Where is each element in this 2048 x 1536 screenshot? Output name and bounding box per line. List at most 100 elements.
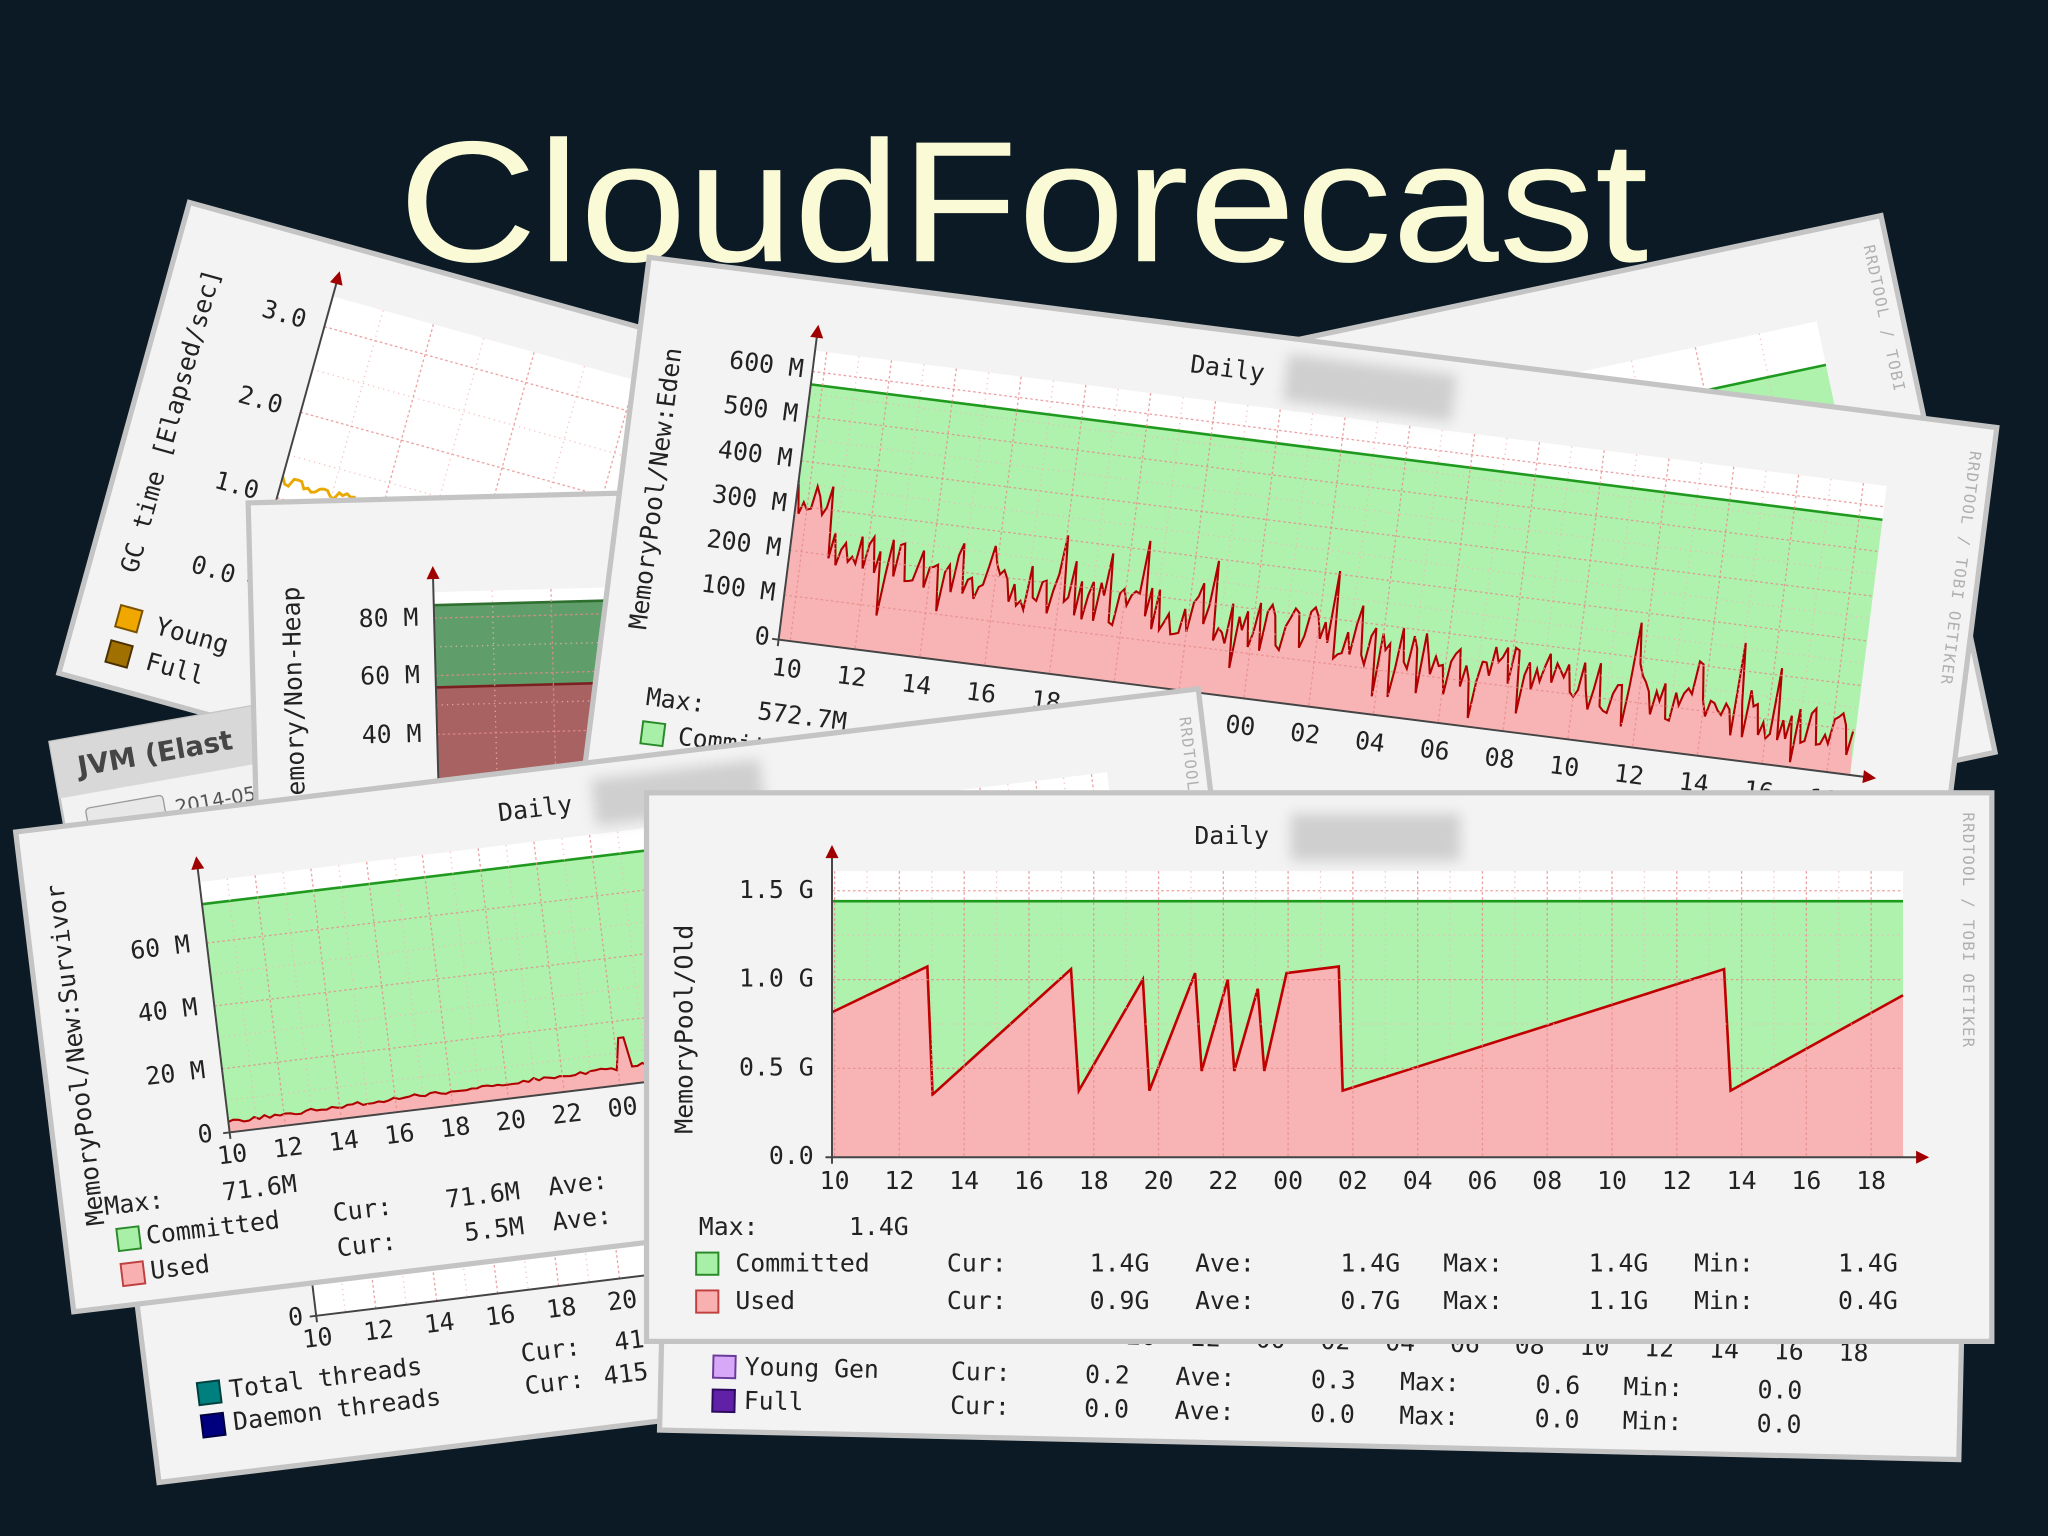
grid-line [801, 460, 1873, 597]
grid-line [310, 868, 342, 1119]
axis-arrow [426, 565, 440, 580]
legend-swatch [711, 1354, 737, 1380]
legend-stat-value: 0.4G [1838, 1286, 1898, 1315]
legend-label: Used [149, 1249, 212, 1285]
grid-line [1372, 425, 1411, 715]
grid-line [282, 871, 314, 1123]
legend-stat-key: Max: [1399, 1401, 1459, 1431]
legend-stat-key: Cur: [947, 1286, 1007, 1315]
legend-label: Full [744, 1386, 804, 1416]
grid-line [1113, 392, 1152, 683]
rrdtool-credit: RRDTOOL / TOBI OETIKER [1959, 812, 1978, 1048]
y-tick-label: 20 M [144, 1055, 207, 1091]
x-tick-label: 10 [770, 652, 803, 685]
grid-line [919, 368, 957, 658]
legend-stat-key: Cur: [947, 1248, 1007, 1277]
legend-swatch [119, 1260, 147, 1288]
x-tick-label: 18 [1079, 1166, 1109, 1195]
grid-line [1048, 384, 1087, 674]
legend-stat-key: Max: [1443, 1286, 1503, 1315]
y-tick-label: 60 M [360, 660, 420, 691]
y-tick-label: 0.0 [769, 1141, 814, 1170]
y-tick-label: 0.5 G [739, 1052, 814, 1081]
x-tick-label: 22 [1208, 1166, 1238, 1195]
grid-line [854, 360, 893, 650]
redacted-host [1282, 353, 1458, 422]
y-axis [776, 335, 819, 647]
legend-stat-key: Min: [1694, 1286, 1754, 1315]
graph-panel: 1.5 G1.0 G0.5 G0.010 12 14 16 18 20 22 00 02 04 06… [643, 790, 1995, 1344]
axis-arrow [329, 271, 343, 286]
x-tick-label: 16 [1791, 1166, 1821, 1195]
grid-line [561, 838, 593, 1089]
x-tick-label: 14 [949, 1166, 979, 1195]
legend-stat-key: Ave: [546, 1166, 609, 1202]
legend-stat-key: Cur: [335, 1227, 398, 1263]
legend-label: Young Gen [744, 1352, 879, 1384]
x-tick-label: 18 [439, 1111, 472, 1143]
x-tick-label: 10 [216, 1138, 249, 1170]
x-tick-label: 18 [1856, 1166, 1886, 1195]
grid-line [1631, 458, 1670, 748]
legend-stat-value: 0.0 [1757, 1375, 1802, 1405]
y-tick-label: 60 M [129, 929, 192, 965]
legend-stat-value: 5.5M [463, 1211, 526, 1247]
legend-swatch [695, 1251, 720, 1276]
legend-stat-value: 0.9G [1090, 1286, 1150, 1315]
legend-swatch [639, 720, 667, 748]
grid-line [393, 858, 426, 1109]
grid-line [533, 841, 565, 1092]
legend-stat-value: 1.4G [1340, 1248, 1400, 1277]
legend-stat-key: Cur: [519, 1332, 582, 1368]
grid-line [1307, 417, 1346, 707]
axis-arrow [1916, 1150, 1930, 1164]
used-area [778, 480, 1854, 776]
grid-line [1567, 450, 1605, 740]
x-tick-label: 10 [820, 1166, 850, 1195]
x-tick-label: 06 [1418, 734, 1451, 767]
legend-stat-key: Ave: [1174, 1396, 1234, 1426]
y-axis-label: MemoryPool/Old [670, 925, 699, 1134]
y-tick-label: 40 M [361, 719, 421, 750]
committed-area [778, 384, 1883, 776]
grid-line [795, 504, 1868, 642]
x-tick-label: 22 [550, 1098, 583, 1130]
x-tick-label: 14 [900, 668, 933, 701]
slide-title: CloudForecast [398, 105, 1648, 298]
used-area [832, 966, 1904, 1158]
committed-line [810, 383, 1883, 522]
legend-stat-value: 0.0 [1534, 1404, 1579, 1434]
grid-line [254, 875, 287, 1126]
legend-label: Used [735, 1286, 795, 1315]
grid-line [789, 549, 1862, 687]
x-tick-label: 12 [362, 1314, 395, 1346]
legend-stat-value: 41 [613, 1324, 646, 1356]
legend-stat-key: Min: [1622, 1406, 1682, 1436]
legend-swatch [115, 1225, 143, 1253]
axis-arrow [1862, 770, 1877, 784]
grid-line [1696, 466, 1735, 756]
max-label: Max: [103, 1185, 166, 1221]
y-axis-label: Memory/Non-Heap [276, 586, 311, 811]
x-tick-label: 12 [1662, 1166, 1692, 1195]
grid-line [1761, 474, 1800, 764]
x-tick-label: 16 [383, 1118, 416, 1150]
legend-stat-value: 1.4G [1090, 1248, 1150, 1277]
legend-stat-key: Max: [1443, 1248, 1503, 1277]
legend-stat-value: 0.6 [1535, 1370, 1580, 1400]
graph-title: Daily [1194, 821, 1269, 850]
max-value: 1.4G [849, 1212, 909, 1241]
y-tick-label: 0 [286, 1302, 304, 1333]
x-tick-label: 14 [1727, 1166, 1757, 1195]
grid-line [784, 594, 1856, 731]
legend-stat-key: Ave: [1195, 1248, 1255, 1277]
legend-stat-value: 415 [602, 1357, 650, 1391]
grid-line [589, 834, 621, 1086]
legend-stat-value: 0.7G [1340, 1286, 1400, 1315]
legend-stat-key: Ave: [1195, 1286, 1255, 1315]
legend-swatch [195, 1379, 223, 1407]
x-tick-label: 20 [606, 1284, 639, 1316]
grid-line [1243, 409, 1281, 699]
